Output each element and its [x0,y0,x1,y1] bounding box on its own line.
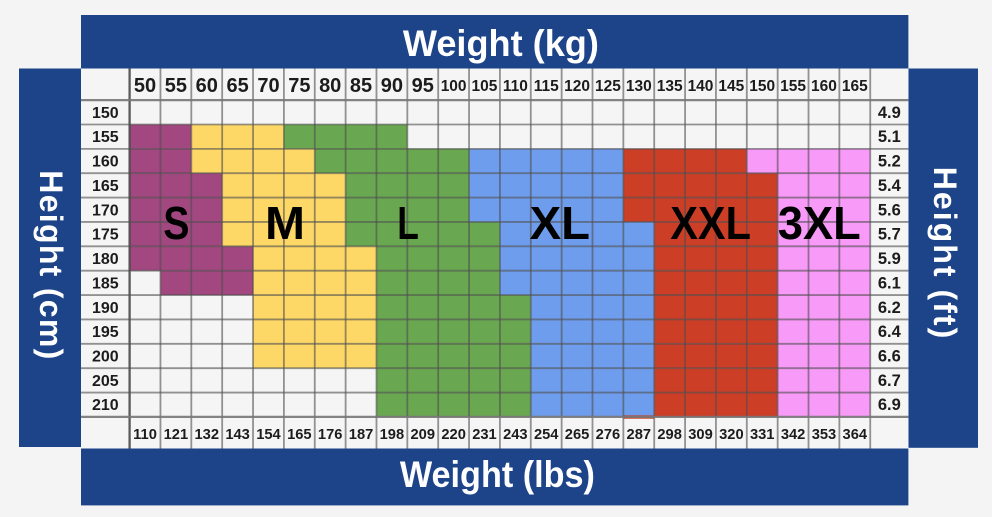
svg-text:170: 170 [92,202,119,219]
svg-text:176: 176 [318,427,343,443]
svg-text:6.2: 6.2 [878,299,901,317]
svg-text:6.7: 6.7 [878,372,901,390]
svg-text:165: 165 [842,78,868,95]
svg-text:143: 143 [225,427,250,443]
svg-text:254: 254 [534,427,559,443]
svg-text:XL: XL [530,197,590,249]
svg-text:5.6: 5.6 [878,201,901,219]
svg-text:121: 121 [164,427,189,443]
svg-text:175: 175 [92,227,119,244]
svg-text:60: 60 [196,75,218,97]
svg-text:5.4: 5.4 [878,177,902,195]
svg-text:5.9: 5.9 [878,250,901,268]
svg-text:331: 331 [750,427,775,443]
svg-text:Weight (kg): Weight (kg) [403,23,599,64]
svg-text:160: 160 [92,154,119,171]
svg-text:150: 150 [92,105,119,122]
svg-text:85: 85 [350,75,372,97]
svg-text:6.9: 6.9 [878,396,901,414]
svg-text:320: 320 [719,427,744,443]
svg-text:298: 298 [657,427,682,443]
svg-text:364: 364 [843,427,868,443]
svg-text:130: 130 [626,78,652,95]
svg-text:135: 135 [657,78,683,95]
svg-text:140: 140 [688,78,714,95]
svg-text:80: 80 [319,75,341,97]
svg-text:200: 200 [92,349,119,366]
svg-text:160: 160 [811,78,837,95]
svg-text:187: 187 [349,427,374,443]
svg-text:Height (ft): Height (ft) [927,167,963,338]
svg-text:185: 185 [92,275,119,292]
svg-text:145: 145 [718,78,744,95]
svg-text:342: 342 [781,427,806,443]
svg-text:165: 165 [287,427,312,443]
svg-text:5.1: 5.1 [878,128,901,146]
svg-text:155: 155 [780,78,806,95]
svg-text:195: 195 [92,324,119,341]
svg-text:198: 198 [380,427,405,443]
svg-text:125: 125 [595,78,621,95]
svg-text:205: 205 [92,373,119,390]
svg-text:6.4: 6.4 [878,323,902,341]
svg-text:100: 100 [441,78,467,95]
svg-text:220: 220 [441,427,466,443]
svg-text:150: 150 [749,78,775,95]
svg-text:6.1: 6.1 [878,274,901,292]
svg-text:70: 70 [257,75,279,97]
svg-text:180: 180 [92,251,119,268]
svg-text:243: 243 [503,427,528,443]
svg-text:90: 90 [381,75,403,97]
svg-text:3XL: 3XL [778,197,861,249]
svg-text:S: S [163,197,189,249]
svg-text:L: L [397,197,419,249]
svg-text:209: 209 [411,427,436,443]
svg-text:287: 287 [627,427,652,443]
svg-text:120: 120 [564,78,590,95]
svg-text:154: 154 [256,427,281,443]
svg-text:M: M [265,197,305,249]
svg-text:4.9: 4.9 [878,104,901,122]
svg-text:65: 65 [226,75,248,97]
svg-text:210: 210 [92,397,119,414]
svg-text:265: 265 [565,427,590,443]
svg-text:155: 155 [92,129,119,146]
svg-text:95: 95 [412,75,434,97]
svg-text:309: 309 [688,427,713,443]
svg-text:231: 231 [472,427,497,443]
svg-text:165: 165 [92,178,119,195]
svg-text:75: 75 [288,75,310,97]
svg-text:5.2: 5.2 [878,153,901,171]
svg-text:132: 132 [194,427,219,443]
svg-text:50: 50 [134,75,156,97]
svg-text:6.6: 6.6 [878,348,901,366]
svg-text:190: 190 [92,300,119,317]
svg-text:110: 110 [133,427,157,443]
svg-text:5.7: 5.7 [878,226,901,244]
svg-text:276: 276 [596,427,621,443]
svg-text:105: 105 [472,78,498,95]
svg-text:115: 115 [534,78,559,95]
svg-text:Weight (lbs): Weight (lbs) [400,454,595,495]
svg-text:XXL: XXL [670,197,751,249]
svg-text:353: 353 [812,427,837,443]
svg-text:Height (cm): Height (cm) [33,170,69,359]
svg-text:110: 110 [503,78,528,95]
svg-text:55: 55 [165,75,187,97]
